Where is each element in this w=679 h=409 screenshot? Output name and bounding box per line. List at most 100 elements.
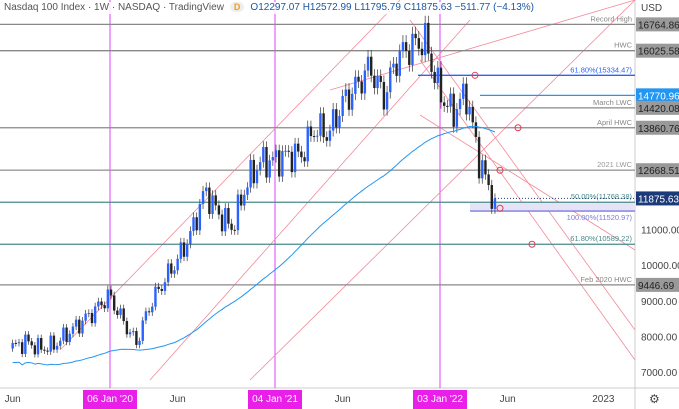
candle-body (335, 109, 338, 128)
candle-body (465, 83, 468, 115)
candle-body (268, 160, 271, 178)
candle-body (160, 288, 163, 291)
x-tick-label: Jun (500, 394, 516, 405)
target-circle (496, 166, 504, 174)
candle-body (258, 162, 262, 171)
candle-body (198, 203, 202, 231)
level-label: HWC (614, 41, 632, 50)
candle-body (404, 42, 408, 52)
candle-body (33, 345, 37, 355)
candle-body (468, 106, 471, 115)
level-label: Feb 2020 HWC (580, 275, 632, 284)
candle-body (14, 342, 18, 344)
channel-line (409, 19, 636, 331)
candle-body (211, 195, 214, 214)
candle-body (328, 130, 332, 141)
candle-body (176, 258, 179, 271)
candle-body (119, 308, 122, 316)
ohlc-readout: O12297.07 H12572.99 L11795.79 C11875.63 … (250, 2, 534, 13)
candle-body (109, 289, 113, 296)
candle-body (262, 147, 265, 163)
candle-body (423, 22, 427, 56)
candle-body (68, 333, 71, 342)
candle-body (338, 115, 341, 128)
candle-body (157, 286, 160, 289)
y-tick-label: 9000.00 (641, 297, 678, 308)
candle-body (471, 106, 474, 123)
date-marker-tag (248, 390, 302, 409)
candle-body (322, 113, 325, 138)
price-tag (636, 163, 679, 178)
candle-body (182, 242, 186, 257)
data-status-badge[interactable]: D (229, 2, 245, 12)
candle-body (106, 289, 110, 309)
price-tag-label: 9446.69 (638, 281, 675, 292)
candle-body (433, 71, 436, 83)
level-label: April HWC (597, 118, 633, 127)
fib-zone (470, 202, 635, 212)
candle-body (360, 81, 363, 94)
candle-body (293, 143, 297, 173)
candle-body (341, 95, 344, 116)
candle-body (487, 174, 490, 186)
candle-body (192, 217, 195, 232)
candle-body (147, 311, 151, 313)
candle-body (303, 157, 306, 162)
date-marker-tag (83, 390, 137, 409)
candle-body (74, 319, 78, 327)
candle-body (306, 126, 309, 162)
candle-body (90, 312, 94, 324)
candle-body (344, 89, 348, 96)
level-label: 50.00%(11768.38) (571, 192, 633, 201)
currency-label[interactable]: USD (641, 3, 663, 14)
candle-body (331, 109, 335, 131)
last-price-label: 11875.63 (638, 194, 679, 205)
candle-body (135, 331, 138, 345)
candle-body (227, 208, 230, 224)
candle-body (236, 194, 240, 231)
price-tag (636, 100, 679, 115)
candle-body (382, 81, 386, 110)
candle-body (173, 270, 176, 274)
candle-body (11, 342, 14, 349)
candle-body (65, 327, 68, 342)
symbol-title[interactable]: Nasdaq 100 Index · 1W · NASDAQ · Trading… (4, 2, 224, 13)
gear-icon[interactable]: ⚙ (649, 392, 660, 406)
candle-body (484, 160, 487, 175)
candle-body (151, 306, 154, 313)
candle-body (458, 98, 462, 110)
candle-body (205, 187, 208, 192)
price-tag-label: 12668.51 (638, 166, 679, 177)
price-tag-label: 13860.76 (638, 124, 679, 135)
moving-average-line (12, 125, 496, 366)
target-circle (496, 204, 504, 212)
candle-body (81, 320, 84, 334)
candle-body (154, 286, 157, 307)
candle-body (52, 335, 56, 350)
candle-body (71, 326, 75, 334)
candle-body (49, 335, 52, 352)
candle-body (287, 150, 290, 152)
candle-body (389, 67, 392, 93)
candle-body (112, 295, 116, 311)
last-price-tag (636, 191, 679, 206)
candle-body (347, 89, 351, 110)
candle-body (442, 102, 446, 106)
candle-body (462, 83, 465, 99)
candle-body (246, 187, 249, 195)
candle-body (312, 136, 316, 138)
candle-body (395, 63, 398, 76)
level-label: March LWC (593, 98, 633, 107)
candle-body (125, 321, 129, 335)
price-tag-label: 16025.58 (638, 47, 679, 58)
candle-body (217, 205, 221, 215)
y-tick-label: 11000.00 (641, 226, 679, 237)
candle-body (420, 48, 424, 56)
candle-body (277, 150, 281, 177)
candle-body (20, 342, 24, 354)
candle-body (455, 109, 459, 127)
candle-body (24, 334, 27, 354)
candle-body (325, 137, 328, 141)
candle-body (385, 92, 389, 110)
